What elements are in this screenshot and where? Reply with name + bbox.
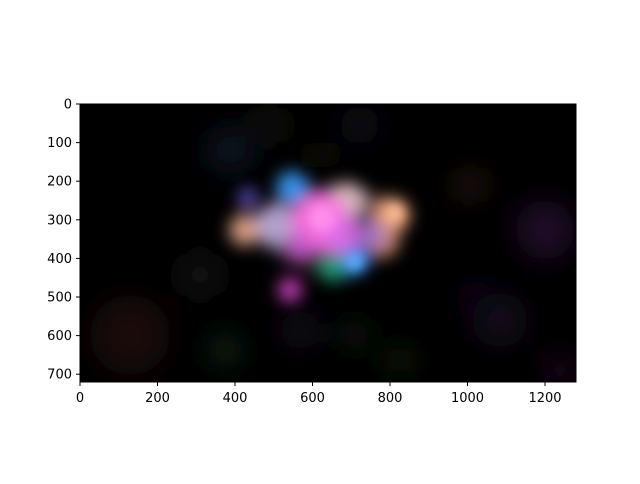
y-tick-label: 100 bbox=[47, 136, 72, 151]
x-tick-label: 600 bbox=[300, 391, 325, 406]
axes-frame bbox=[79, 103, 577, 383]
y-tick-label: 0 bbox=[64, 98, 72, 113]
x-tick-label: 200 bbox=[145, 391, 170, 406]
highlight-blobs bbox=[308, 204, 403, 270]
x-tick-label: 0 bbox=[76, 391, 84, 406]
blurred-image bbox=[80, 104, 576, 382]
x-tick-label: 400 bbox=[223, 391, 248, 406]
y-axis: 0 100 200 300 400 500 600 700 bbox=[47, 98, 80, 383]
y-tick-label: 600 bbox=[47, 329, 72, 344]
background-blobs bbox=[90, 105, 575, 382]
y-tick-label: 300 bbox=[47, 213, 72, 228]
y-tick-label: 200 bbox=[47, 175, 72, 190]
x-tick-label: 1200 bbox=[528, 391, 561, 406]
x-axis: 0 200 400 600 800 1000 1200 bbox=[76, 382, 562, 406]
x-tick-label: 1000 bbox=[451, 391, 484, 406]
y-tick-label: 500 bbox=[47, 291, 72, 306]
x-tick-label: 800 bbox=[378, 391, 403, 406]
y-tick-label: 400 bbox=[47, 252, 72, 267]
central-cluster bbox=[229, 171, 410, 302]
y-tick-label: 700 bbox=[47, 368, 72, 383]
